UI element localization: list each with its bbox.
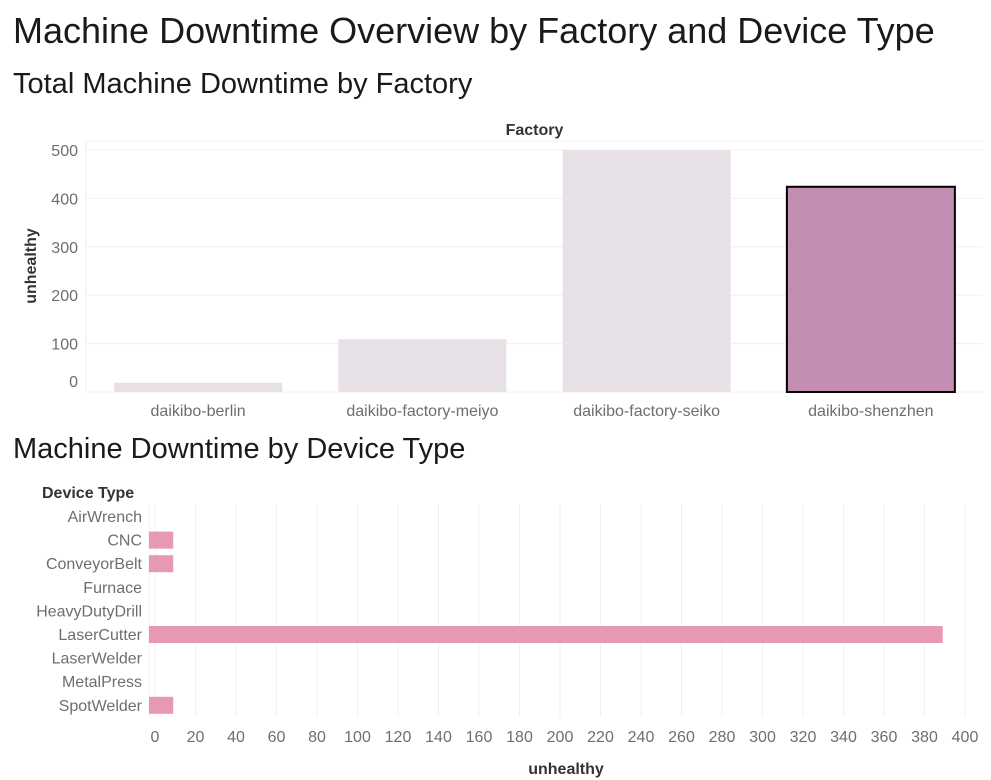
factory-y-tick-label: 100 — [51, 337, 78, 354]
factory-bar[interactable] — [338, 339, 507, 392]
device-y-tick-label: AirWrench — [68, 509, 142, 526]
device-x-tick-label: 400 — [952, 729, 979, 746]
device-y-tick-label: SpotWelder — [59, 698, 143, 715]
device-downtime-chart: Device Type unhealthy 0 20 40 60 80 100 120 140… — [36, 485, 978, 778]
device-x-tick-label: 120 — [385, 729, 412, 746]
device-x-tick-label: 340 — [830, 729, 857, 746]
factory-x-tick-label: daikibo-shenzhen — [808, 403, 933, 420]
device-y-tick-label: ConveyorBelt — [46, 556, 143, 573]
device-x-tick-label: 240 — [628, 729, 655, 746]
factory-y-tick-label: 400 — [51, 191, 78, 208]
device-x-tick-label: 360 — [871, 729, 898, 746]
device-x-tick-label: 220 — [587, 729, 614, 746]
factory-x-tick-label: daikibo-factory-seiko — [573, 403, 720, 420]
factory-bar[interactable] — [114, 382, 283, 392]
factory-y-tick-label: 0 — [69, 374, 78, 391]
factory-y-tick-label: 300 — [51, 240, 78, 257]
factory-x-tick-label: daikibo-berlin — [151, 403, 246, 420]
factory-y-tick-label: 200 — [51, 288, 78, 305]
device-y-tick-label: LaserCutter — [58, 627, 142, 644]
device-x-tick-label: 140 — [425, 729, 452, 746]
device-x-tick-label: 200 — [547, 729, 574, 746]
device-bar[interactable] — [149, 696, 174, 714]
device-x-tick-label: 380 — [911, 729, 938, 746]
factory-bar[interactable] — [562, 150, 731, 392]
device-x-tick-label: 80 — [308, 729, 326, 746]
device-y-tick-label: Furnace — [83, 580, 142, 597]
device-bar[interactable] — [149, 531, 174, 549]
device-bar[interactable] — [149, 555, 174, 573]
device-chart-title: Machine Downtime by Device Type — [13, 433, 466, 465]
device-bar[interactable] — [149, 626, 943, 643]
device-row-header: Device Type — [42, 485, 134, 502]
device-x-tick-label: 0 — [151, 729, 160, 746]
device-x-axis-label: unhealthy — [528, 761, 604, 778]
device-x-tick-label: 100 — [344, 729, 371, 746]
factory-chart-title: Total Machine Downtime by Factory — [13, 68, 473, 100]
factory-y-axis-label: unhealthy — [23, 228, 40, 304]
factory-bar[interactable] — [785, 185, 956, 393]
device-x-tick-label: 300 — [749, 729, 776, 746]
device-x-tick-label: 320 — [790, 729, 817, 746]
device-x-tick-label: 160 — [466, 729, 493, 746]
factory-y-tick-label: 500 — [51, 143, 78, 160]
dashboard-title: Machine Downtime Overview by Factory and… — [13, 10, 935, 51]
factory-column-header: Factory — [506, 122, 564, 139]
device-y-tick-label: LaserWelder — [52, 651, 143, 668]
factory-x-tick-label: daikibo-factory-meiyo — [346, 403, 498, 420]
factory-downtime-chart: Factory unhealthy 0 100 200 300 400 500 daikib… — [23, 122, 983, 420]
device-x-tick-label: 260 — [668, 729, 695, 746]
device-y-tick-label: CNC — [107, 533, 142, 550]
device-x-tick-label: 60 — [268, 729, 286, 746]
device-y-tick-label: HeavyDutyDrill — [36, 603, 142, 620]
device-x-tick-label: 280 — [709, 729, 736, 746]
device-x-tick-label: 180 — [506, 729, 533, 746]
device-x-tick-label: 40 — [227, 729, 245, 746]
device-y-tick-label: MetalPress — [62, 674, 142, 691]
device-x-tick-label: 20 — [187, 729, 205, 746]
